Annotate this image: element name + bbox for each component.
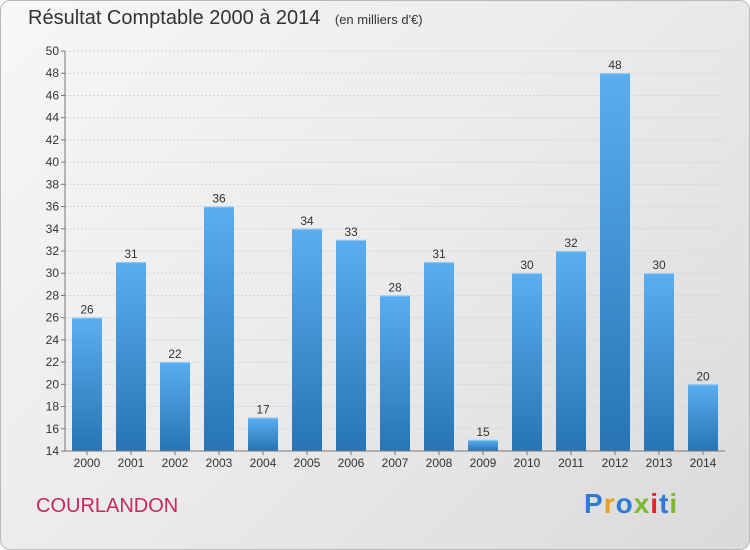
- bar-2007: [380, 295, 410, 451]
- data-label-2000: 26: [80, 303, 94, 317]
- bar-2004: [248, 417, 278, 451]
- y-tick-label: 48: [46, 66, 60, 80]
- data-label-2005: 34: [300, 214, 314, 228]
- data-label-2011: 32: [564, 236, 578, 250]
- x-tick-label-2002: 2002: [162, 456, 189, 470]
- chart-title: Résultat Comptable 2000 à 2014 (en milli…: [28, 7, 423, 30]
- x-tick-label-2011: 2011: [558, 456, 584, 470]
- bar-2005: [292, 228, 322, 451]
- y-tick-label: 32: [46, 244, 60, 258]
- x-tick-label-2005: 2005: [294, 456, 321, 470]
- bar-2013: [644, 273, 674, 451]
- data-label-2013: 30: [652, 258, 666, 272]
- y-tick-label: 44: [46, 111, 60, 125]
- bar-2014: [688, 384, 718, 451]
- logo-letter: i: [650, 488, 660, 519]
- y-tick-label: 26: [46, 311, 60, 325]
- data-label-2012: 48: [608, 58, 622, 72]
- proxiti-logo: Proxiti: [584, 488, 678, 520]
- bar-2003: [204, 206, 234, 451]
- chart-title-main: Résultat Comptable 2000 à 2014: [28, 7, 321, 29]
- x-tick-label-2006: 2006: [338, 456, 365, 470]
- y-tick-label: 30: [46, 266, 60, 280]
- axes: 14 16 18 20 22 24 26 28 30 32 34 36 38 40 42 44 46 48 50 20…: [46, 44, 725, 470]
- commune-name: COURLANDON: [36, 495, 179, 517]
- data-label-2008: 31: [432, 247, 446, 261]
- logo-letter: t: [659, 488, 670, 519]
- data-label-2010: 30: [520, 258, 534, 272]
- y-tick-label: 16: [46, 422, 60, 436]
- y-tick-label: 38: [46, 177, 60, 191]
- bar-2001: [116, 262, 146, 451]
- x-tick-label-2014: 2014: [690, 456, 717, 470]
- x-tick-label-2013: 2013: [646, 456, 673, 470]
- x-tick-label-2001: 2001: [118, 456, 145, 470]
- data-label-2004: 17: [256, 403, 270, 417]
- y-tick-label: 18: [46, 400, 60, 414]
- y-tick-label: 28: [46, 288, 60, 302]
- y-tick-label: 42: [46, 133, 60, 147]
- data-label-2001: 31: [124, 247, 138, 261]
- bar-2009: [468, 439, 498, 451]
- y-tick-label: 24: [46, 333, 60, 347]
- x-tick-label-2004: 2004: [250, 456, 277, 470]
- bar-2006: [336, 239, 366, 451]
- x-tick-label-2012: 2012: [602, 456, 629, 470]
- x-tick-label-2000: 2000: [74, 456, 101, 470]
- data-label-2009: 15: [476, 425, 490, 439]
- logo-letter: r: [603, 488, 616, 519]
- bar-2011: [556, 251, 586, 451]
- y-tick-label: 46: [46, 88, 60, 102]
- y-tick-label: 36: [46, 200, 60, 214]
- data-label-2006: 33: [344, 225, 358, 239]
- x-tick-label-2010: 2010: [514, 456, 541, 470]
- bars: 26 31 22 36 17 34 33 28 31 15 30 32 48 30 20: [72, 58, 718, 451]
- data-label-2003: 36: [212, 192, 226, 206]
- bar-2012: [600, 73, 630, 451]
- logo-letter: P: [584, 488, 604, 519]
- bar-2002: [160, 362, 190, 451]
- chart-title-unit: (en milliers d'€): [334, 12, 423, 27]
- bar-2000: [72, 317, 102, 451]
- bar-2008: [424, 262, 454, 451]
- y-tick-label: 34: [46, 222, 60, 236]
- y-tick-label: 20: [46, 377, 60, 391]
- logo-letter: i: [669, 488, 679, 519]
- x-tick-label-2007: 2007: [382, 456, 409, 470]
- logo-letter: x: [633, 488, 651, 519]
- data-label-2002: 22: [168, 347, 182, 361]
- x-tick-label-2008: 2008: [426, 456, 453, 470]
- y-tick-label: 50: [46, 44, 60, 58]
- y-tick-label: 40: [46, 155, 60, 169]
- bar-2010: [512, 273, 542, 451]
- y-tick-label: 22: [46, 355, 60, 369]
- data-label-2014: 20: [696, 369, 710, 383]
- data-label-2007: 28: [388, 280, 402, 294]
- x-tick-label-2003: 2003: [206, 456, 233, 470]
- x-tick-label-2009: 2009: [470, 456, 497, 470]
- logo-letter: o: [615, 488, 634, 519]
- y-tick-label: 14: [46, 444, 60, 458]
